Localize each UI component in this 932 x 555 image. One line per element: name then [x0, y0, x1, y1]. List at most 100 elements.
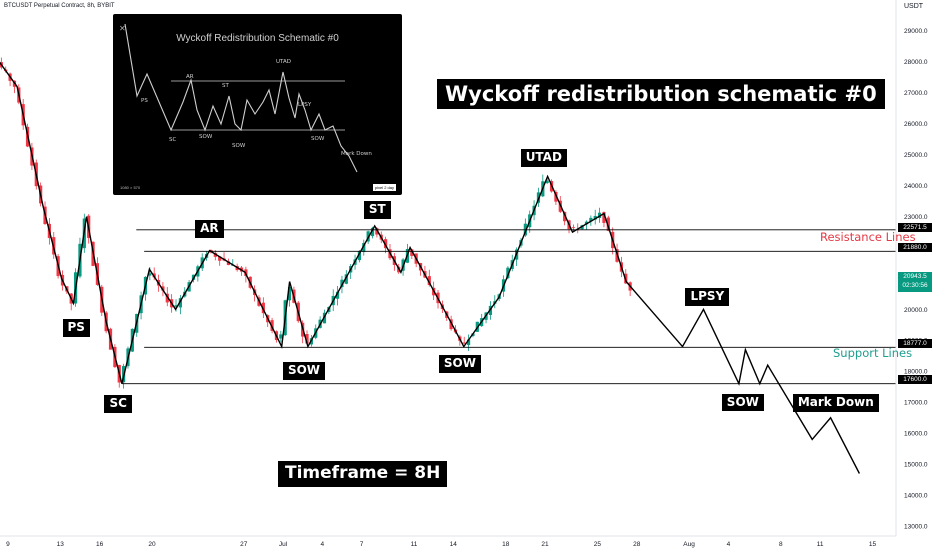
candle-body	[449, 319, 453, 330]
time-tick-label: 25	[594, 541, 602, 548]
symbol-info: BTCUSDT Perpetual Contract, 8h, BYBIT	[4, 3, 115, 9]
candle-body	[384, 239, 388, 249]
price-tick-label: 27000.0	[904, 90, 928, 97]
price-tick-label: 29000.0	[904, 28, 928, 35]
candle-body	[370, 227, 375, 237]
time-tick-label: 7	[360, 541, 364, 548]
time-tick-label: 4	[727, 541, 731, 548]
svg-text:UTAD: UTAD	[276, 59, 291, 65]
annotation-mark-down: Mark Down	[792, 393, 879, 412]
time-tick-label: 11	[411, 541, 418, 548]
candle-body	[362, 243, 366, 253]
current-price-tag: 20943.5 02:30:56	[898, 272, 932, 292]
annotation-lpsy: LPSY	[685, 288, 730, 306]
annotation-sc: SC	[104, 394, 132, 413]
bar-countdown: 02:30:56	[902, 281, 928, 289]
annotation-ar: AR	[195, 219, 224, 238]
svg-text:SC: SC	[169, 137, 176, 143]
schematic-path	[0, 61, 861, 474]
time-tick-label: 20	[148, 541, 156, 548]
candle-body	[563, 211, 567, 222]
time-tick-label: 27	[240, 541, 248, 548]
candle-body	[584, 221, 589, 225]
candle-body	[410, 249, 414, 256]
svg-text:PS: PS	[141, 98, 148, 104]
price-tick-label: 28000.0	[904, 59, 928, 66]
time-tick-label: 18	[502, 541, 510, 548]
candle-body	[589, 217, 593, 222]
price-tick-label: 17000.0	[904, 400, 928, 407]
price-tag-17600: 17600.0	[898, 375, 932, 384]
svg-text:LPSY: LPSY	[298, 102, 312, 108]
candle-body	[218, 256, 222, 261]
time-tick-label: 11	[817, 541, 824, 548]
time-tick-label: 9	[6, 541, 10, 548]
candle-body	[466, 339, 471, 345]
candle-body	[554, 192, 558, 202]
time-tick-label: 4	[320, 541, 324, 548]
candle-body	[226, 261, 231, 266]
price-tick-label: 26000.0	[904, 121, 928, 128]
candle-body	[270, 320, 274, 331]
time-axis[interactable]: 9 13 16 20 27 Jul 4 7 11 14 18 21 25 28 Aug 4 8 11 15	[6, 541, 876, 548]
time-tick-label: Aug	[683, 541, 695, 548]
time-tick-label: 16	[96, 541, 104, 548]
candle-body	[335, 291, 340, 299]
candle-body	[344, 274, 348, 284]
time-tick-label: 8	[779, 541, 783, 548]
time-tick-label: 28	[633, 541, 641, 548]
price-tick-label: 14000.0	[904, 492, 928, 499]
price-tick-label: 15000.0	[904, 462, 928, 469]
candle-body	[606, 217, 610, 231]
close-icon: ✕	[119, 24, 126, 33]
candle-body	[545, 180, 549, 184]
annotation-sow: SOW	[721, 393, 764, 412]
time-tick-label: 15	[869, 541, 877, 548]
annotation-ps: PS	[62, 319, 90, 337]
annotation-utad: UTAD	[520, 148, 567, 167]
price-tick-label: 24000.0	[904, 183, 928, 190]
price-tick-label: 23000.0	[904, 214, 928, 221]
price-tag-22571: 22571.5	[898, 223, 932, 232]
price-tick-label: 18000.0	[904, 369, 928, 376]
svg-text:ST: ST	[222, 83, 229, 89]
time-tick-label: Jul	[279, 541, 288, 548]
candle-body	[161, 286, 165, 291]
candle-body	[427, 276, 431, 286]
schematic-inset-image: ✕ Wyckoff Redistribution Schematic #0 PS…	[113, 14, 402, 195]
candle-body	[148, 273, 152, 276]
candle-body	[287, 286, 292, 301]
resistance-lines-label: Resistance Lines	[820, 230, 916, 244]
inset-title: Wyckoff Redistribution Schematic #0	[176, 33, 339, 44]
candle-body	[178, 298, 182, 308]
candle-body	[602, 212, 606, 223]
svg-text:Mark Down: Mark Down	[341, 151, 372, 157]
candle-body	[571, 227, 575, 229]
current-price: 20943.5	[903, 273, 927, 280]
candle-body	[305, 334, 309, 344]
candle-body	[174, 305, 178, 307]
candle-body	[165, 293, 169, 303]
candle-body	[340, 279, 344, 288]
candle-body	[279, 334, 283, 339]
svg-text:SOW: SOW	[199, 134, 213, 140]
annotation-sow: SOW	[438, 355, 481, 374]
inset-diagram: PS AR ST SC SOW SOW UTAD LPSY SOW Mark D…	[124, 23, 372, 173]
annotation-sow: SOW	[282, 362, 326, 381]
price-tick-label: 13000.0	[904, 523, 928, 530]
svg-text:SOW: SOW	[232, 143, 246, 149]
candle-body	[357, 250, 362, 261]
support-lines-label: Support Lines	[833, 346, 913, 360]
candle-body	[593, 215, 597, 220]
price-tick-label: 25000.0	[904, 152, 928, 159]
svg-text:SOW: SOW	[311, 136, 325, 142]
timeframe-label: Timeframe = 8H	[278, 461, 448, 487]
inset-size-text: 1080 × 570	[120, 185, 141, 190]
candle-body	[375, 228, 379, 235]
price-tag-21880: 21880.0	[898, 243, 932, 252]
time-tick-label: 13	[57, 541, 65, 548]
inset-logo: pixel 2 day	[372, 184, 396, 191]
candle-body	[506, 267, 510, 279]
horizontal-lines-layer	[121, 229, 896, 385]
svg-text:AR: AR	[186, 74, 194, 80]
